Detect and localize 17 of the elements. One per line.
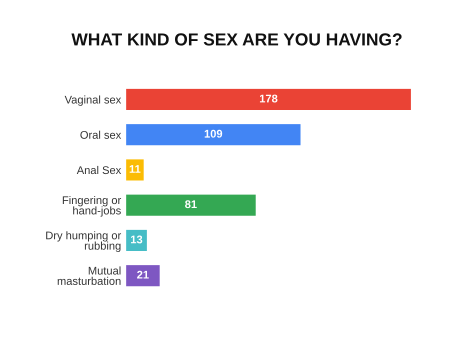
bar: [126, 265, 160, 286]
y-tick-label: Fingering or hand-jobs: [62, 196, 122, 217]
data-label: 178: [260, 94, 278, 102]
y-tick-label: Oral sex: [80, 130, 122, 139]
chart-title: WHAT KIND OF SEX ARE YOU HAVING?: [71, 33, 402, 46]
bar: [126, 194, 256, 216]
y-tick-label: Dry humping or rubbing: [46, 231, 122, 252]
bar: [126, 88, 411, 110]
y-tick-label: Vaginal sex: [64, 95, 122, 106]
data-label: 81: [185, 200, 197, 208]
data-label: 109: [204, 130, 222, 138]
bar: [126, 124, 301, 146]
data-label: 21: [137, 270, 149, 279]
y-tick-label: Mutual masturbation: [58, 266, 121, 285]
data-label: 13: [131, 236, 142, 244]
y-tick-label: Anal Sex: [76, 166, 122, 174]
data-label: 11: [130, 165, 140, 173]
